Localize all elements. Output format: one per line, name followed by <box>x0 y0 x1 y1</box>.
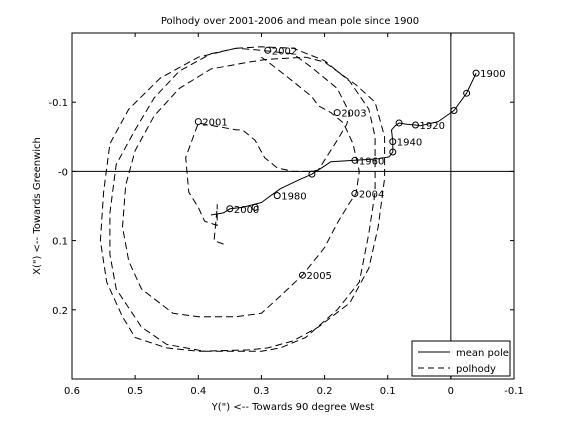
x-tick-label: 0.6 <box>64 386 80 397</box>
series-line-1 <box>99 46 386 352</box>
legend: mean pole polhody <box>411 340 511 377</box>
annotation-label: 1940 <box>397 138 422 149</box>
data-marker <box>226 205 234 213</box>
data-marker <box>194 118 202 126</box>
plot-frame <box>71 32 515 380</box>
data-marker <box>395 119 403 127</box>
annotation-label: 1960 <box>359 156 384 167</box>
data-marker <box>389 148 397 156</box>
data-marker <box>273 192 281 200</box>
annotation-label: 2005 <box>306 271 331 282</box>
data-marker <box>463 89 471 97</box>
y-axis-label: X(") <-- Towards Greenwich <box>32 137 43 275</box>
annotation-label: 2001 <box>202 118 227 129</box>
data-marker <box>351 156 359 164</box>
annotation-label: 1900 <box>480 69 505 80</box>
legend-box <box>411 340 511 377</box>
y-tick-label: -0.1 <box>48 98 68 109</box>
x-axis-label: Y(") <-- Towards 90 degree West <box>211 402 375 413</box>
data-marker <box>389 138 397 146</box>
data-marker <box>264 46 272 54</box>
y-axis-ticks: -0.1 -0 0.1 0.2 <box>48 98 514 317</box>
annotation-label: 1980 <box>281 192 306 203</box>
annotation-label: 2004 <box>359 190 384 201</box>
y-tick-label: 0.1 <box>52 237 68 248</box>
y-tick-label: -0 <box>58 167 68 178</box>
marker-layer <box>194 46 480 279</box>
x-tick-label: 0.3 <box>253 386 269 397</box>
series-line-0 <box>210 72 477 216</box>
series-layer <box>99 46 477 352</box>
data-marker <box>298 271 306 279</box>
legend-label-polhody: polhody <box>456 364 496 375</box>
data-marker <box>251 203 259 211</box>
legend-label-mean-pole: mean pole <box>456 348 509 359</box>
annotation-label: 1920 <box>419 121 444 132</box>
chart-title: Polhody over 2001-2006 and mean pole sin… <box>161 16 419 27</box>
data-marker <box>308 170 316 178</box>
x-tick-label: 0.1 <box>380 386 396 397</box>
x-tick-label: -0.1 <box>504 386 524 397</box>
x-tick-label: 0.5 <box>127 386 143 397</box>
annotation-label: 2002 <box>272 46 297 57</box>
annotation-label: 2003 <box>341 109 366 120</box>
x-tick-label: 0.4 <box>190 386 206 397</box>
data-marker <box>333 109 341 117</box>
x-axis-ticks: 0.6 0.5 0.4 0.3 0.2 0.1 0 -0.1 <box>64 33 524 397</box>
data-marker <box>411 121 419 129</box>
data-marker <box>450 107 458 115</box>
x-tick-label: 0 <box>448 386 454 397</box>
annotation-label: 2000 <box>234 205 259 216</box>
y-tick-label: 0.2 <box>52 306 68 317</box>
data-marker <box>472 69 480 77</box>
data-marker <box>351 190 359 198</box>
x-tick-label: 0.2 <box>317 386 333 397</box>
annotation-layer: 1900 1920 1940 1960 1980 2000 2001 2002 2003 2004… <box>202 46 505 282</box>
